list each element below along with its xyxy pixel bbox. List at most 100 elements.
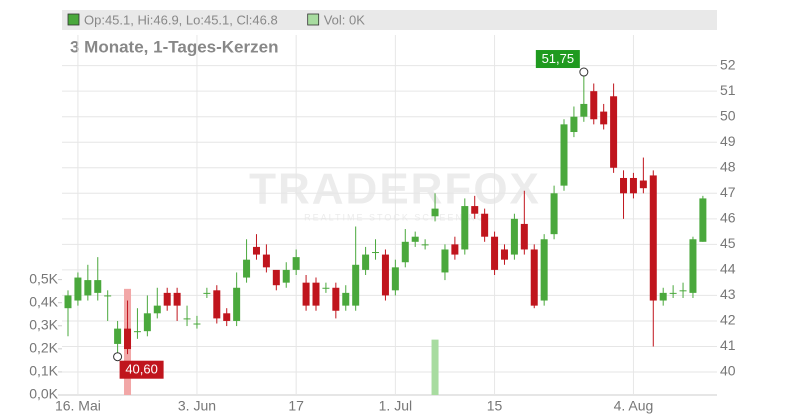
chart-subtitle: 3 Monate, 1-Tages-Kerzen bbox=[70, 37, 278, 56]
candle-body bbox=[282, 269, 290, 283]
y2-tick-label: 0,1K bbox=[29, 363, 58, 379]
y2-tick-label: 0,5K bbox=[29, 270, 58, 286]
x-tick-label: 15 bbox=[487, 398, 503, 414]
candle-body bbox=[520, 223, 528, 250]
candle-body bbox=[193, 323, 201, 325]
candle-body bbox=[500, 249, 508, 260]
legend-label: Op:45.1, Hi:46.9, Lo:45.1, Cl:46.8 bbox=[84, 12, 278, 27]
candle-body bbox=[94, 280, 102, 293]
candle-body bbox=[252, 246, 260, 255]
candle-body bbox=[560, 124, 568, 186]
legend-label: Vol: 0K bbox=[324, 12, 366, 27]
candle-body bbox=[381, 254, 389, 296]
y-tick-label: 52 bbox=[720, 56, 736, 72]
y-tick-label: 50 bbox=[720, 107, 736, 123]
y-tick-label: 46 bbox=[720, 210, 736, 226]
annotation-label: 51,75 bbox=[542, 51, 575, 66]
candle-body bbox=[302, 282, 310, 306]
y-tick-label: 42 bbox=[720, 312, 736, 328]
candle-body bbox=[481, 213, 489, 237]
y-tick-label: 43 bbox=[720, 286, 736, 302]
y-tick-label: 40 bbox=[720, 363, 736, 379]
candle-body bbox=[401, 241, 409, 263]
annotation-marker bbox=[579, 67, 589, 77]
y-tick-label: 47 bbox=[720, 184, 736, 200]
candle-body bbox=[104, 295, 112, 297]
candle-body bbox=[292, 257, 300, 270]
candle-body bbox=[322, 287, 330, 289]
candle-body bbox=[679, 290, 687, 292]
candle-body bbox=[203, 292, 211, 294]
candle-body bbox=[639, 180, 647, 189]
volume-bar bbox=[431, 339, 439, 395]
candle-body bbox=[312, 282, 320, 306]
annotation-label: 40,60 bbox=[125, 362, 158, 377]
candle-body bbox=[530, 249, 538, 306]
candle-body bbox=[372, 252, 380, 254]
candle-body bbox=[451, 244, 459, 255]
candle-body bbox=[669, 292, 677, 294]
legend-swatch bbox=[67, 13, 80, 26]
candle-body bbox=[580, 103, 588, 117]
x-tick-label: 4. Aug bbox=[614, 398, 654, 414]
candle-body bbox=[223, 313, 231, 321]
x-tick-label: 1. Jul bbox=[379, 398, 412, 414]
candle-body bbox=[570, 116, 578, 133]
candle-body bbox=[272, 269, 280, 286]
candle-body bbox=[421, 244, 429, 246]
candle-body bbox=[391, 267, 399, 291]
y-tick-label: 49 bbox=[720, 133, 736, 149]
candle-body bbox=[74, 277, 82, 301]
candle-body bbox=[610, 96, 618, 168]
candle-body bbox=[153, 305, 161, 314]
candle-body bbox=[233, 287, 241, 321]
candle-body bbox=[143, 313, 151, 332]
x-tick-label: 16. Mai bbox=[55, 398, 101, 414]
candle-body bbox=[431, 208, 439, 217]
y-tick-label: 44 bbox=[720, 261, 736, 277]
candle-body bbox=[84, 280, 92, 296]
annotation-box bbox=[535, 50, 580, 69]
candle-body bbox=[362, 254, 370, 270]
candle-body bbox=[173, 292, 181, 306]
candle-body bbox=[600, 111, 608, 125]
candle-body bbox=[471, 206, 479, 214]
annotation-box bbox=[119, 360, 164, 379]
candle-body bbox=[183, 318, 191, 320]
annotation-marker bbox=[113, 352, 123, 362]
header-bar bbox=[62, 10, 717, 30]
candle-body bbox=[510, 218, 518, 255]
candle-body bbox=[64, 295, 72, 309]
candle-body bbox=[243, 259, 251, 278]
candle-body bbox=[620, 177, 628, 194]
y-tick-label: 48 bbox=[720, 158, 736, 174]
y2-tick-label: 0,3K bbox=[29, 316, 58, 332]
candle-body bbox=[590, 91, 598, 120]
y2-tick-label: 0,4K bbox=[29, 293, 58, 309]
watermark-sub: REALTIME STOCK SCREENING bbox=[304, 212, 486, 222]
candle-body bbox=[342, 292, 350, 306]
candle-body bbox=[461, 206, 469, 250]
candle-body bbox=[411, 236, 419, 242]
candle-body bbox=[649, 175, 657, 301]
candle-body bbox=[124, 328, 132, 350]
y-tick-label: 41 bbox=[720, 337, 736, 353]
candle-body bbox=[659, 292, 667, 301]
candle-body bbox=[262, 254, 270, 268]
candle-body bbox=[689, 239, 697, 293]
x-tick-label: 3. Jun bbox=[178, 398, 216, 414]
candle-body bbox=[540, 239, 548, 301]
legend-swatch bbox=[307, 13, 320, 26]
y2-tick-label: 0,0K bbox=[29, 386, 58, 402]
watermark: TRADERFOX bbox=[249, 165, 541, 214]
x-tick-label: 17 bbox=[288, 398, 304, 414]
candle-body bbox=[629, 177, 637, 194]
candle-body bbox=[491, 236, 499, 270]
y2-tick-label: 0,2K bbox=[29, 340, 58, 356]
candle-body bbox=[441, 249, 449, 273]
y-tick-label: 51 bbox=[720, 82, 736, 98]
candle-body bbox=[133, 331, 141, 333]
y-tick-label: 45 bbox=[720, 235, 736, 251]
candle-body bbox=[332, 287, 340, 311]
